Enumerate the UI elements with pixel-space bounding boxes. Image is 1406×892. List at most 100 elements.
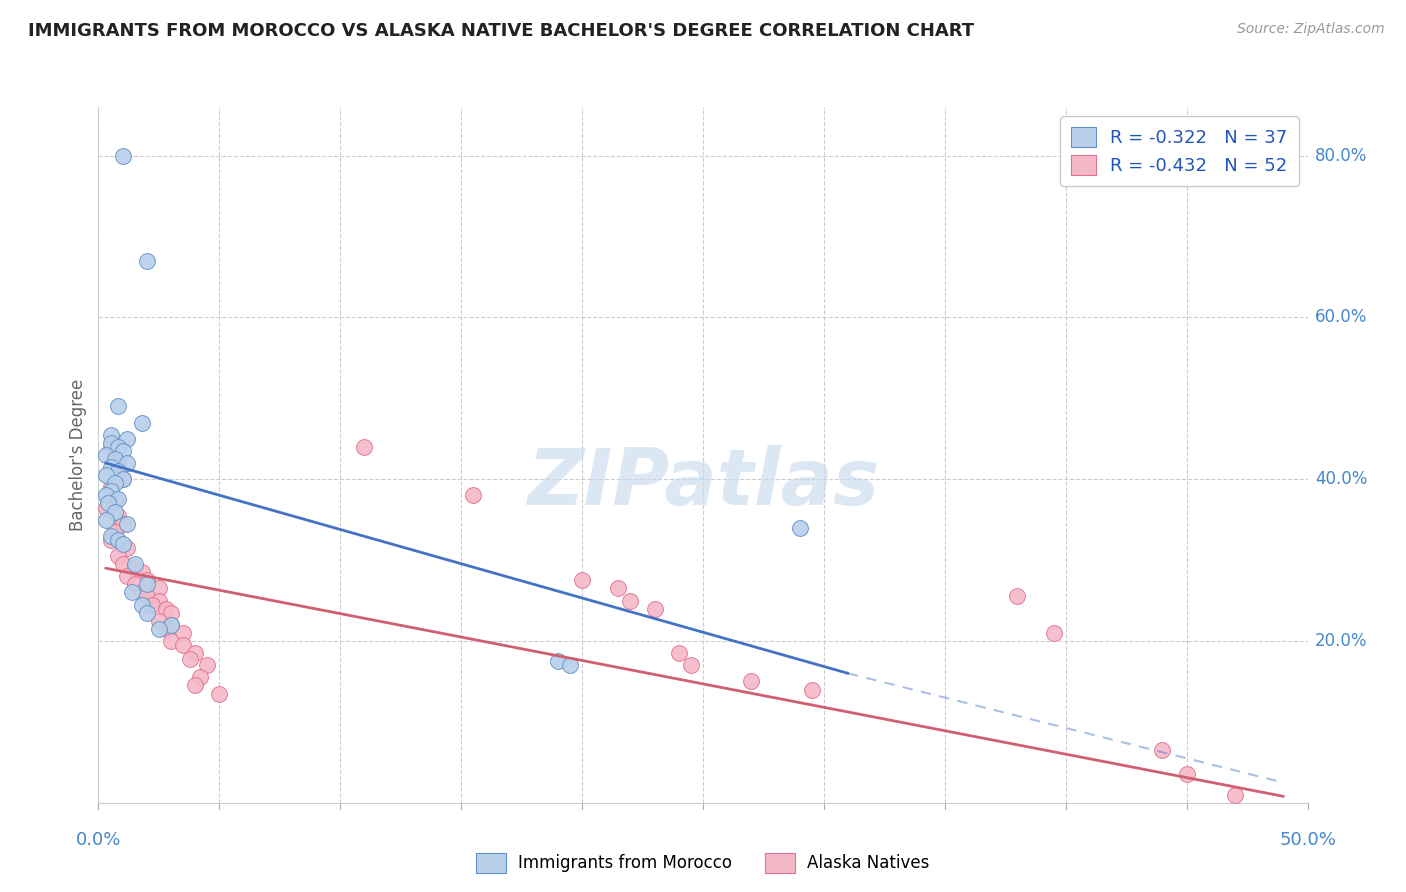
Point — [131, 598, 153, 612]
Point — [107, 508, 129, 523]
Point — [107, 440, 129, 454]
Text: 40.0%: 40.0% — [1315, 470, 1367, 488]
Point — [121, 585, 143, 599]
Y-axis label: Bachelor's Degree: Bachelor's Degree — [69, 379, 87, 531]
Point — [148, 582, 170, 596]
Point — [155, 601, 177, 615]
Point — [172, 626, 194, 640]
Point — [104, 504, 127, 518]
Point — [117, 541, 139, 555]
Point — [155, 622, 177, 636]
Point — [124, 561, 146, 575]
Point — [107, 533, 129, 547]
Point — [668, 646, 690, 660]
Point — [1223, 788, 1246, 802]
Point — [184, 646, 207, 660]
Point — [1152, 743, 1174, 757]
Point — [195, 658, 218, 673]
Point — [100, 533, 122, 547]
Point — [353, 440, 375, 454]
Point — [107, 464, 129, 478]
Point — [107, 400, 129, 414]
Point — [94, 513, 117, 527]
Point — [111, 516, 134, 531]
Text: 80.0%: 80.0% — [1315, 146, 1367, 165]
Point — [148, 614, 170, 628]
Point — [571, 574, 593, 588]
Point — [100, 440, 122, 454]
Point — [160, 617, 183, 632]
Point — [1007, 590, 1029, 604]
Point — [160, 617, 183, 632]
Point — [188, 670, 211, 684]
Point — [100, 427, 122, 442]
Point — [160, 634, 183, 648]
Point — [463, 488, 485, 502]
Point — [184, 678, 207, 692]
Point — [607, 582, 630, 596]
Text: ZIPatlas: ZIPatlas — [527, 445, 879, 521]
Point — [94, 448, 117, 462]
Point — [547, 654, 569, 668]
Point — [100, 484, 122, 499]
Point — [111, 443, 134, 458]
Point — [124, 577, 146, 591]
Point — [619, 593, 641, 607]
Legend: R = -0.322   N = 37, R = -0.432   N = 52: R = -0.322 N = 37, R = -0.432 N = 52 — [1060, 116, 1299, 186]
Point — [94, 468, 117, 483]
Point — [800, 682, 823, 697]
Point — [124, 557, 146, 571]
Point — [117, 456, 139, 470]
Point — [104, 524, 127, 539]
Point — [107, 492, 129, 507]
Point — [104, 452, 127, 467]
Text: 0.0%: 0.0% — [76, 831, 121, 849]
Point — [104, 476, 127, 491]
Point — [135, 574, 157, 588]
Text: 20.0%: 20.0% — [1315, 632, 1367, 650]
Point — [117, 432, 139, 446]
Point — [1175, 767, 1198, 781]
Point — [117, 569, 139, 583]
Text: IMMIGRANTS FROM MOROCCO VS ALASKA NATIVE BACHELOR'S DEGREE CORRELATION CHART: IMMIGRANTS FROM MOROCCO VS ALASKA NATIVE… — [28, 22, 974, 40]
Text: 60.0%: 60.0% — [1315, 309, 1367, 326]
Text: Source: ZipAtlas.com: Source: ZipAtlas.com — [1237, 22, 1385, 37]
Point — [107, 549, 129, 563]
Point — [179, 652, 201, 666]
Point — [131, 416, 153, 430]
Point — [107, 456, 129, 470]
Point — [97, 496, 120, 510]
Point — [117, 516, 139, 531]
Point — [148, 622, 170, 636]
Point — [100, 480, 122, 494]
Point — [1042, 626, 1064, 640]
Point — [740, 674, 762, 689]
Point — [100, 435, 122, 450]
Point — [558, 658, 581, 673]
Point — [111, 148, 134, 162]
Point — [135, 590, 157, 604]
Point — [208, 687, 231, 701]
Point — [148, 593, 170, 607]
Point — [111, 472, 134, 486]
Point — [100, 460, 122, 475]
Point — [104, 492, 127, 507]
Point — [131, 566, 153, 580]
Point — [94, 488, 117, 502]
Point — [111, 537, 134, 551]
Point — [135, 606, 157, 620]
Point — [160, 606, 183, 620]
Point — [679, 658, 702, 673]
Point — [135, 577, 157, 591]
Point — [141, 598, 163, 612]
Point — [131, 585, 153, 599]
Point — [94, 500, 117, 515]
Legend: Immigrants from Morocco, Alaska Natives: Immigrants from Morocco, Alaska Natives — [470, 847, 936, 880]
Point — [789, 521, 811, 535]
Point — [111, 557, 134, 571]
Text: 50.0%: 50.0% — [1279, 831, 1336, 849]
Point — [111, 472, 134, 486]
Point — [135, 253, 157, 268]
Point — [644, 601, 666, 615]
Point — [172, 638, 194, 652]
